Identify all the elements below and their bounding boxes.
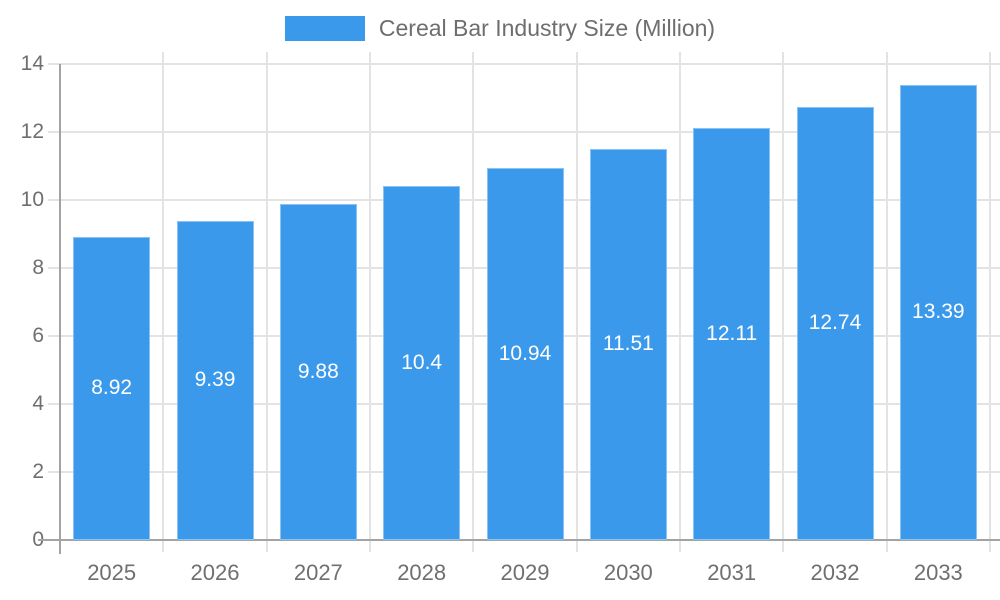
x-tick-label: 2030 [603, 560, 653, 585]
y-tick-label: 8 [32, 256, 44, 279]
gridline-h [48, 131, 1000, 133]
legend-swatch-icon [284, 16, 365, 41]
x-tick-label: 2032 [810, 560, 860, 585]
y-tick-label: 14 [20, 52, 44, 75]
bar-value-label: 11.51 [602, 332, 654, 356]
y-tick-label: 6 [32, 324, 44, 347]
x-tick-label: 2028 [397, 560, 447, 585]
x-tick-label: 2026 [190, 560, 240, 585]
gridline-v [575, 52, 578, 552]
bar-value-label: 10.4 [401, 351, 443, 375]
x-tick-label: 2025 [87, 560, 137, 585]
bar-value-label: 9.88 [297, 360, 339, 384]
gridline-h [48, 63, 1000, 65]
gridline-v [472, 52, 475, 552]
bar[interactable]: 11.51 [589, 148, 667, 540]
bar-value-label: 9.39 [194, 368, 236, 392]
bar[interactable]: 12.74 [796, 106, 874, 540]
y-tick-label: 2 [32, 460, 44, 483]
bar-value-label: 12.11 [706, 322, 758, 346]
gridline-v [265, 52, 268, 552]
bar-value-label: 12.74 [808, 311, 862, 335]
x-axis-line [38, 539, 1000, 541]
x-tick-label: 2027 [293, 560, 343, 585]
bar-value-label: 8.92 [91, 376, 133, 400]
gridline-v [989, 52, 991, 552]
bar[interactable]: 9.39 [176, 220, 254, 540]
gridline-v [369, 52, 371, 552]
chart-legend[interactable]: Cereal Bar Industry Size (Million) [0, 16, 1000, 41]
bar[interactable]: 10.94 [486, 168, 564, 540]
bar[interactable]: 13.39 [899, 84, 977, 540]
y-axis-line [59, 64, 61, 554]
bar[interactable]: 9.88 [279, 204, 357, 540]
x-tick-label: 2031 [707, 560, 757, 585]
bar-value-label: 13.39 [912, 300, 965, 324]
bar[interactable]: 10.4 [383, 186, 461, 540]
x-tick-label: 2029 [500, 560, 550, 585]
bar-value-label: 10.94 [498, 342, 552, 365]
bar[interactable]: 12.11 [693, 128, 771, 540]
y-tick-label: 4 [32, 392, 44, 415]
x-tick-label: 2033 [913, 560, 963, 585]
y-tick-label: 10 [20, 188, 44, 211]
legend-label: Cereal Bar Industry Size (Million) [378, 15, 716, 41]
y-tick-label: 12 [20, 120, 44, 143]
gridline-v [782, 52, 785, 552]
gridline-v [162, 52, 165, 552]
gridline-v [885, 52, 888, 552]
gridline-v [679, 52, 681, 552]
bar[interactable]: 8.92 [73, 236, 151, 540]
